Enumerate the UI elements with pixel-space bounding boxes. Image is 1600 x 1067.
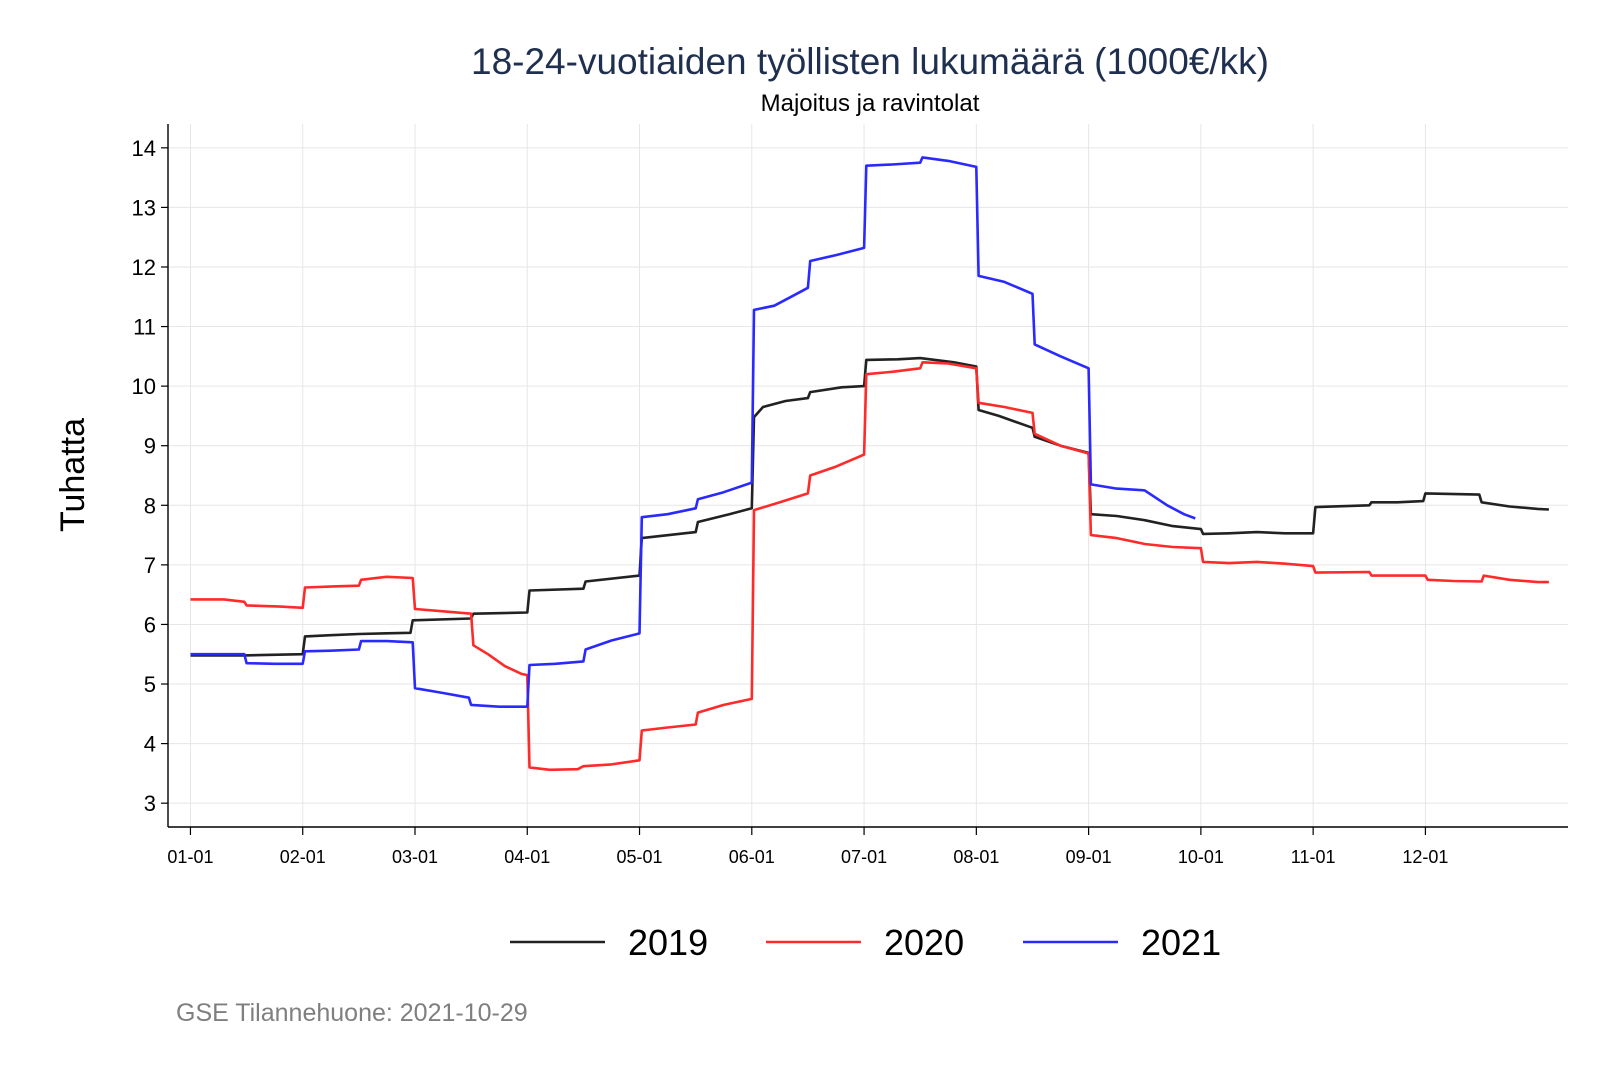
legend-label-2019: 2019	[628, 922, 708, 963]
x-tick-label: 12-01	[1402, 847, 1448, 867]
axis-lines	[167, 124, 1568, 828]
x-tick-label: 09-01	[1066, 847, 1112, 867]
y-tick-label: 4	[144, 732, 156, 757]
x-tick-label: 03-01	[392, 847, 438, 867]
x-tick-label: 05-01	[617, 847, 663, 867]
source-caption: GSE Tilannehuone: 2021-10-29	[176, 999, 528, 1027]
x-tick-label: 04-01	[504, 847, 550, 867]
x-tick-label: 01-01	[167, 847, 213, 867]
series-line-2020	[190, 361, 1549, 772]
y-tick-label: 9	[144, 434, 156, 459]
y-tick-label: 5	[144, 672, 156, 697]
y-tick-label: 8	[144, 493, 156, 518]
y-tick-label: 13	[132, 195, 156, 220]
legend: 2019 2020 2021	[510, 922, 1221, 963]
y-axis: 3 4 5 6 7 8 9 10 11 12 13 14	[132, 136, 168, 816]
x-tick-label: 10-01	[1178, 847, 1224, 867]
legend-label-2021: 2021	[1141, 922, 1221, 963]
y-tick-label: 12	[132, 255, 156, 280]
y-tick-label: 3	[144, 791, 156, 816]
chart-title: 18-24-vuotiaiden työllisten lukumäärä (1…	[471, 41, 1269, 82]
series-line-2021	[190, 156, 1196, 708]
legend-label-2020: 2020	[884, 922, 964, 963]
x-tick-label: 08-01	[953, 847, 999, 867]
x-tick-label: 02-01	[280, 847, 326, 867]
series-lines	[190, 156, 1549, 772]
x-tick-label: 06-01	[729, 847, 775, 867]
x-axis: 01-01 02-01 03-01 04-01 05-01 06-01 07-01 08-01…	[167, 827, 1448, 867]
y-tick-label: 11	[133, 315, 156, 340]
grid-lines	[168, 124, 1568, 827]
y-tick-label: 14	[132, 136, 156, 161]
x-tick-label: 07-01	[841, 847, 887, 867]
series-line-2019	[190, 356, 1549, 657]
y-tick-label: 10	[132, 374, 156, 399]
y-axis-label: Tuhatta	[54, 418, 92, 532]
chart-subtitle: Majoitus ja ravintolat	[761, 90, 980, 117]
x-tick-label: 11-01	[1291, 847, 1336, 867]
y-tick-label: 6	[144, 612, 156, 637]
y-tick-label: 7	[144, 553, 156, 578]
